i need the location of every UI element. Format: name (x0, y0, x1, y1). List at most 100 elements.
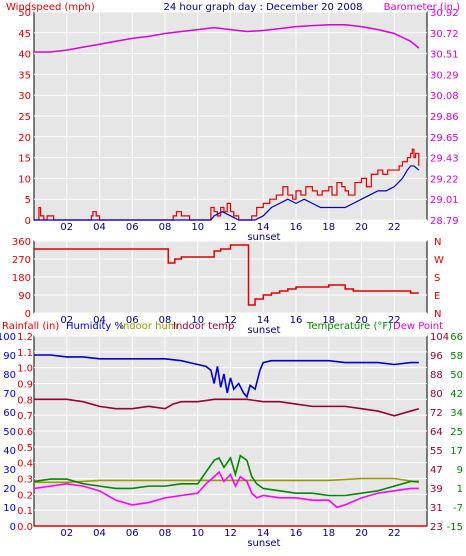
temperature-y-tick: 66 (450, 332, 463, 343)
baro-y-tick: 30.72 (430, 29, 459, 40)
humidity-series (34, 354, 419, 399)
temperature-y-tick: 9 (457, 465, 463, 476)
direction-y-tick: 180 (12, 273, 31, 284)
humidity-y-tick: 90 (3, 351, 16, 362)
direction-x-tick-10: 10 (191, 315, 204, 326)
indoor-y-tick: 55 (430, 446, 443, 457)
barometer-axis-title: Barometer (in.) (384, 2, 460, 13)
direction-x-tick-22: 22 (388, 315, 401, 326)
climate-x-tick-18: 18 (322, 528, 335, 539)
direction-x-tick-20: 20 (355, 315, 368, 326)
dew-point-legend: Dew Point (393, 321, 443, 332)
rainfall-legend: Rainfall (in) (2, 321, 59, 332)
wind-y-tick: 0 (25, 216, 31, 227)
wind-y-tick: 50 (18, 8, 31, 19)
temperature-y-tick: 25 (450, 427, 463, 438)
baro-y-tick: 29.43 (430, 154, 459, 165)
humidity-y-tick: 30 (3, 465, 16, 476)
humidity-y-tick: 50 (3, 427, 16, 438)
wind-x-tick-18: 18 (322, 222, 335, 233)
wind-x-tick-22: 22 (388, 222, 401, 233)
rainfall-y-tick: 0.5 (17, 443, 33, 454)
temperature-y-tick: -15 (447, 522, 463, 533)
wind-x-tick-06: 06 (126, 222, 139, 233)
wind-x-tick-16: 16 (290, 222, 303, 233)
wind-x-tick-14: 14 (257, 222, 270, 233)
humidity-y-tick: 20 (3, 484, 16, 495)
humidity-y-tick: 60 (3, 408, 16, 419)
climate-x-tick-06: 06 (126, 528, 139, 539)
temperature-y-tick: -7 (453, 503, 463, 514)
temperature-y-tick: 34 (450, 408, 463, 419)
direction-panel-grid (34, 240, 427, 314)
humidity-y-tick: 100 (0, 332, 16, 343)
indoor-temp-series (34, 398, 420, 417)
graph-title: 24 hour graph day : December 20 2008 (164, 2, 363, 13)
baro-y-tick: 29.01 (430, 195, 459, 206)
direction-compass-label: N (434, 309, 441, 320)
chart-panels (33, 11, 428, 527)
indoor-y-tick: 104 (430, 332, 449, 343)
temperature-y-tick: 17 (450, 446, 463, 457)
wind-x-tick-04: 04 (93, 222, 106, 233)
wind-direction-series (34, 244, 419, 306)
climate-x-tick-04: 04 (93, 528, 106, 539)
direction-y-tick: 90 (18, 291, 31, 302)
climate-x-tick-20: 20 (355, 528, 368, 539)
baro-y-tick: 29.22 (430, 174, 459, 185)
indoor-temp-legend: Indoor temp (173, 321, 234, 332)
chart-labels: Windspeed (mph) 24 hour graph day : Decem… (0, 2, 463, 549)
humidity-y-tick: 80 (3, 370, 16, 381)
indoor-y-tick: 88 (430, 370, 443, 381)
rainfall-y-tick: 0.9 (17, 380, 33, 391)
temperature-y-tick: 58 (450, 351, 463, 362)
wind-x-tick-02: 02 (60, 222, 73, 233)
wind-y-tick: 40 (18, 50, 31, 61)
wind-x-tick-08: 08 (159, 222, 172, 233)
indoor-y-tick: 23 (430, 522, 443, 533)
indoor-y-tick: 80 (430, 389, 443, 400)
direction-x-tick-06: 06 (126, 315, 139, 326)
direction-x-tick-14: 14 (257, 315, 270, 326)
rainfall-y-tick: 1.1 (17, 348, 33, 359)
wind-x-tick-10: 10 (191, 222, 204, 233)
direction-y-tick: 270 (12, 255, 31, 266)
rainfall-y-tick: 1.2 (17, 332, 33, 343)
direction-x-tick-04: 04 (93, 315, 106, 326)
baro-y-tick: 30.08 (430, 91, 459, 102)
direction-x-tick-16: 16 (290, 315, 303, 326)
baro-y-tick: 28.79 (430, 216, 459, 227)
humidity-y-tick: 70 (3, 389, 16, 400)
direction-compass-label: S (434, 273, 440, 284)
humidity-legend: Humidity % (66, 321, 124, 332)
indoor-y-tick: 64 (430, 427, 443, 438)
humidity-y-tick: 10 (3, 503, 16, 514)
direction-x-tick-12: 12 (224, 315, 237, 326)
rainfall-y-tick: 0.4 (17, 459, 33, 470)
direction-x-tick-02: 02 (60, 315, 73, 326)
wind-y-tick: 15 (18, 154, 31, 165)
wind-x-tick-20: 20 (355, 222, 368, 233)
wind-y-tick: 10 (18, 174, 31, 185)
baro-y-tick: 30.29 (430, 70, 459, 81)
direction-y-tick: 360 (12, 237, 31, 248)
humidity-y-tick: 0 (10, 522, 16, 533)
wind-x-sunset-label: sunset (247, 232, 280, 243)
indoor-y-tick: 47 (430, 465, 443, 476)
climate-x-tick-08: 08 (159, 528, 172, 539)
direction-compass-label: N (434, 237, 441, 248)
wind-axis-title: Windspeed (mph) (6, 2, 95, 13)
indoor-y-tick: 72 (430, 408, 443, 419)
temperature-series (33, 454, 419, 497)
dew-point-series (33, 470, 419, 509)
climate-x-tick-22: 22 (388, 528, 401, 539)
barometer-series (34, 23, 420, 53)
indoor-y-tick: 31 (430, 503, 443, 514)
direction-compass-label: W (434, 255, 444, 266)
indoor-hum-series (34, 477, 419, 484)
wind-average-series (34, 165, 420, 221)
temperature-y-tick: 50 (450, 370, 463, 381)
indoor-y-tick: 96 (430, 351, 443, 362)
wind-y-tick: 5 (25, 195, 31, 206)
